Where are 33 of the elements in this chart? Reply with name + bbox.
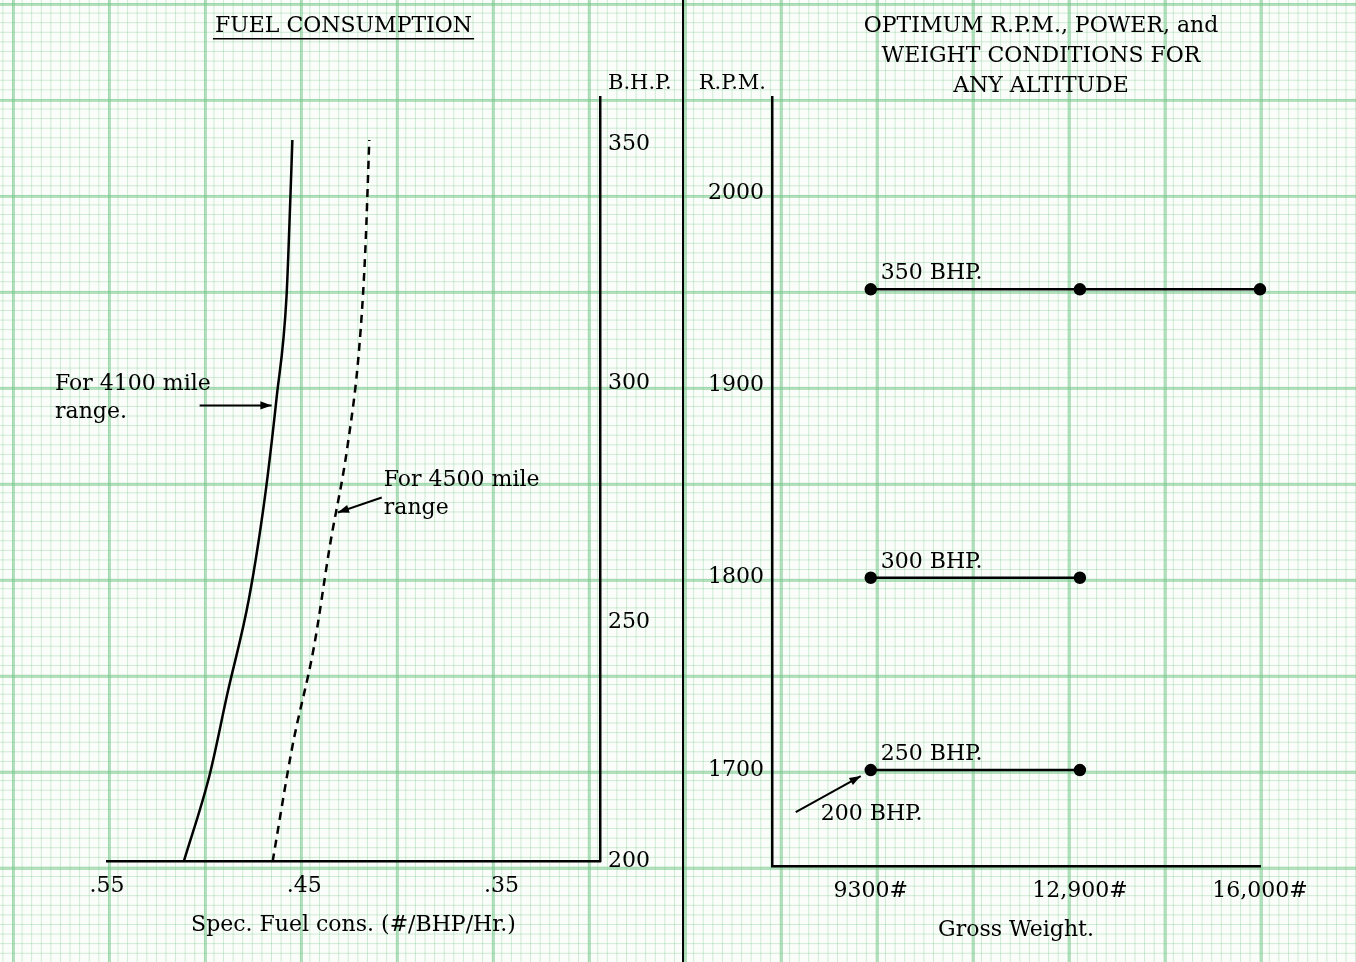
point (1073, 571, 1087, 584)
point (864, 763, 877, 777)
x-tick-label: 9300# (833, 877, 908, 903)
x-axis-title: Spec. Fuel cons. (#/BHP/Hr.) (191, 910, 516, 936)
point (1073, 283, 1087, 296)
series-label: 350 BHP. (880, 259, 983, 285)
y-tick-label: 200 (608, 846, 651, 872)
chart-title: FUEL CONSUMPTION (214, 12, 473, 37)
series-label: 250 BHP. (880, 740, 983, 766)
y-tick-label: 1700 (707, 755, 764, 781)
x-tick-label: .55 (89, 872, 125, 898)
x-axis-title: Gross Weight. (938, 915, 1094, 941)
point (864, 571, 877, 584)
point (1073, 763, 1087, 777)
point (864, 283, 877, 296)
series-label: 300 BHP. (880, 547, 983, 573)
annotation: For 4100 mile range. (55, 370, 211, 424)
x-tick-label: .45 (286, 872, 322, 898)
y-axis-title: R.P.M. (698, 70, 766, 94)
point (1253, 283, 1267, 296)
x-tick-label: .35 (483, 872, 519, 898)
x-tick-label: 16,000# (1212, 877, 1308, 903)
y-tick-label: 2000 (707, 178, 764, 204)
y-tick-label: 1900 (707, 371, 764, 397)
y-tick-label: 250 (608, 608, 651, 634)
annotation: For 4500 mile range (383, 465, 540, 519)
x-tick-label: 12,900# (1032, 877, 1128, 903)
y-tick-label: 1800 (707, 563, 764, 589)
annotation: 200 BHP. (820, 800, 923, 826)
chart-title: OPTIMUM R.P.M., POWER, and WEIGHT CONDITIONS FOR ANY ALTITUDE (863, 12, 1219, 97)
y-tick-label: 350 (608, 130, 651, 156)
y-tick-label: 300 (608, 369, 651, 395)
y-axis-title: B.H.P. (608, 70, 672, 94)
